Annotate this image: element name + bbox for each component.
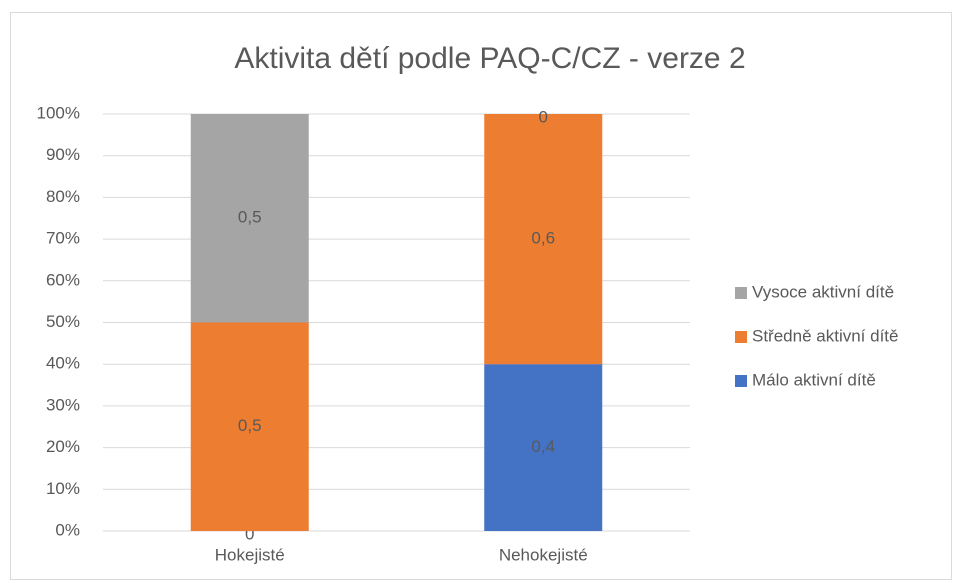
legend-label: Vysoce aktivní dítě [752,282,894,301]
y-tick-label: 30% [46,395,80,414]
legend-label: Středně aktivní dítě [752,326,898,345]
x-tick-label: Nehokejisté [499,545,588,564]
legend-swatch [735,287,747,299]
legend-swatch [735,331,747,343]
data-label: 0 [245,524,254,543]
y-tick-label: 20% [46,437,80,456]
data-label: 0 [539,107,548,126]
data-label: 0,6 [531,229,555,248]
chart-border [10,12,952,580]
data-label: 0,5 [238,416,262,435]
y-tick-label: 40% [46,354,80,373]
bar-segment [190,114,309,323]
y-tick-label: 50% [46,312,80,331]
y-tick-label: 90% [46,145,80,164]
y-tick-label: 10% [46,479,80,498]
bar-segment [484,364,603,531]
y-tick-label: 70% [46,229,80,248]
data-label: 0,5 [238,208,262,227]
legend-label: Málo aktivní dítě [752,370,876,389]
y-tick-label: 100% [37,103,80,122]
x-tick-label: Hokejisté [215,545,285,564]
y-tick-label: 60% [46,270,80,289]
y-tick-label: 80% [46,187,80,206]
bar-segment [484,114,603,365]
y-tick-label: 0% [55,520,80,539]
legend-swatch [735,375,747,387]
bar-segment [190,322,309,531]
chart-title: Aktivita dětí podle PAQ-C/CZ - verze 2 [234,42,745,75]
data-label: 0,4 [531,437,555,456]
